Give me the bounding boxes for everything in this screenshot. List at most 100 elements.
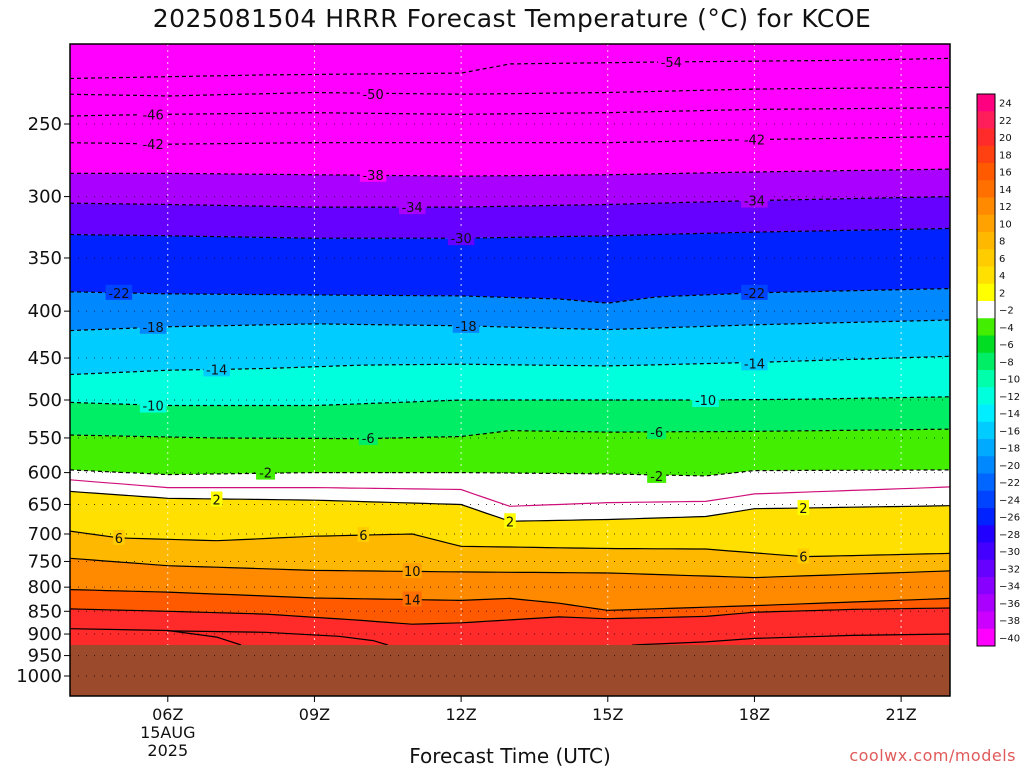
colorbar-label: −2 [999, 306, 1014, 317]
x-tick-label: 09Z [299, 705, 330, 724]
contour-label-bg [452, 317, 480, 333]
contour-label-bg [402, 591, 422, 607]
colorbar-label: −4 [999, 323, 1014, 334]
colorbar-label: −16 [999, 426, 1020, 437]
y-tick-label: 400 [28, 301, 62, 322]
contour-label: 6 [359, 529, 367, 544]
colorbar-label: −40 [999, 633, 1020, 644]
temperature-band [70, 558, 950, 611]
contour-label-bg [210, 491, 223, 507]
colorbar-label: 22 [999, 116, 1012, 127]
y-tick-label: 850 [28, 601, 62, 622]
contour-label: -46 [142, 108, 163, 123]
temperature-band [70, 356, 950, 406]
colorbar-label: 4 [999, 271, 1005, 282]
colorbar-label: −14 [999, 409, 1020, 420]
isotherm-line [70, 589, 950, 611]
colorbar: 24 22 20 18 16 14 12 10 8 6 4 2 −2 −4 −6 −8 −10 −12 −14 −16… [976, 93, 1020, 647]
contour-label: -18 [455, 320, 476, 335]
temperature-band [70, 288, 950, 331]
credit-link[interactable]: coolwx.com/models [849, 746, 1016, 765]
contour-label-bg [797, 548, 810, 564]
contour-label: 2 [799, 502, 807, 517]
colorbar-swatch [977, 94, 995, 112]
x-tick-label: 15Z [592, 705, 623, 724]
y-tick-label: 800 [28, 577, 62, 598]
colorbar-label: −26 [999, 513, 1020, 524]
grid-lines [70, 44, 950, 696]
contour-label: -42 [744, 134, 765, 149]
colorbar-label: 24 [999, 99, 1012, 110]
colorbar-label: −30 [999, 547, 1020, 558]
colorbar-swatch [977, 163, 995, 181]
contour-label: -10 [142, 400, 163, 415]
contour-label: -2 [259, 467, 272, 482]
colorbar-swatch [977, 542, 995, 561]
temperature-band [70, 169, 950, 208]
contour-label: -18 [142, 321, 163, 336]
colorbar-swatch [977, 145, 995, 164]
contour-label: -6 [650, 426, 663, 441]
contour-label: 10 [404, 565, 421, 580]
colorbar-swatch [977, 421, 995, 440]
temperature-band [70, 396, 950, 439]
colorbar-swatch [977, 404, 995, 423]
contour-label-bg [139, 106, 167, 122]
contour-label-bg [139, 136, 167, 152]
contour-label: 6 [799, 551, 807, 566]
colorbar-label: −28 [999, 530, 1020, 541]
colorbar-label: −32 [999, 564, 1020, 575]
x-tick-label: 12Z [445, 705, 476, 724]
temperature-band [70, 320, 950, 375]
colorbar-label: 12 [999, 202, 1012, 213]
contour-label: -38 [362, 169, 383, 184]
contour-label-bg [741, 192, 768, 208]
isotherm-line [167, 630, 388, 646]
contour-label-bg [256, 464, 276, 480]
colorbar-label: 10 [999, 219, 1012, 230]
temperature-band [70, 44, 950, 79]
y-tick-label: 550 [28, 428, 62, 449]
temperature-band [70, 228, 950, 304]
contour-label: -34 [744, 195, 765, 210]
contour-label-bg [357, 527, 370, 543]
contour-label: -14 [744, 357, 765, 372]
contour-label-bg [203, 361, 230, 377]
colorbar-swatch [977, 525, 995, 543]
chart-title: 2025081504 HRRR Forecast Temperature (°C… [152, 4, 872, 33]
colorbar-label: −22 [999, 478, 1020, 489]
x-tick-label: 18Z [739, 705, 770, 724]
contour-label-bg [504, 513, 516, 529]
contour-label: -54 [661, 56, 682, 71]
colorbar-swatch [977, 180, 995, 198]
colorbar-label: −8 [999, 357, 1014, 368]
temperature-band [70, 107, 950, 145]
isotherm-line [70, 607, 950, 625]
colorbar-swatch [977, 318, 995, 336]
colorbar-swatch [977, 387, 995, 405]
colorbar-swatch [977, 594, 995, 612]
colorbar-swatch [977, 559, 995, 578]
colorbar-label: 14 [999, 185, 1012, 196]
y-tick-label: 750 [28, 551, 62, 572]
contour-label: 2 [506, 515, 514, 530]
colorbar-swatch [977, 214, 995, 233]
contour-label-bg [741, 284, 768, 300]
colorbar-swatch [977, 611, 995, 630]
colorbar-swatch [977, 249, 995, 267]
contour-label: -30 [450, 232, 471, 247]
y-tick-label: 500 [28, 390, 62, 411]
temperature-band [70, 479, 950, 522]
colorbar-label: 20 [999, 133, 1012, 144]
colorbar-swatch [977, 352, 995, 371]
contour-label-bg [447, 230, 475, 246]
colorbar-swatch [977, 335, 995, 354]
y-tick-label: 650 [28, 494, 62, 515]
y-tick-label: 250 [28, 114, 62, 135]
colorbar-swatch [977, 439, 995, 457]
y-tick-label: 350 [28, 248, 62, 269]
colorbar-swatch [977, 577, 995, 595]
colorbar-swatch [977, 266, 995, 285]
x-tick-sublabel: 15AUG [140, 723, 195, 742]
contour-label: -2 [650, 470, 663, 485]
